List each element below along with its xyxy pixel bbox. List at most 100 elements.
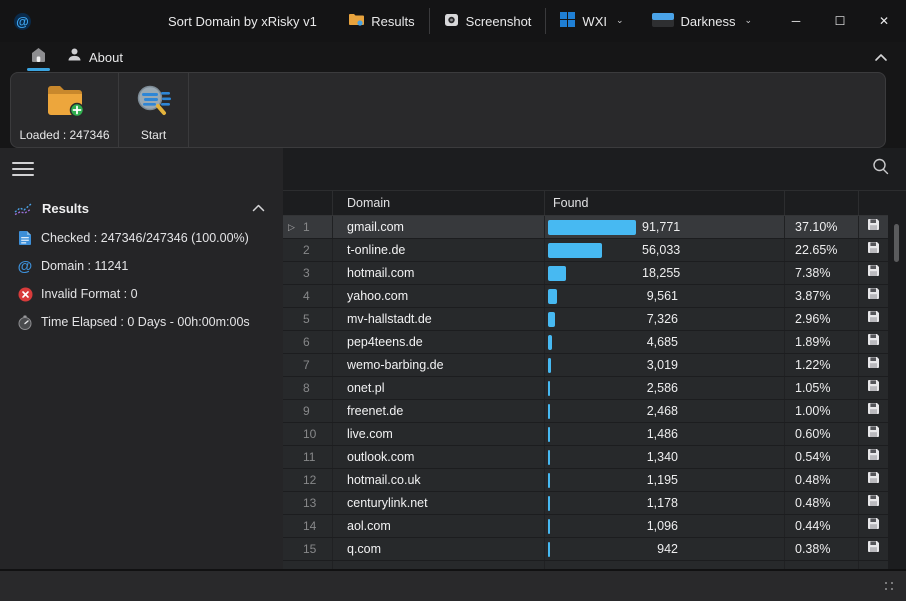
cell-found: 1,486 [545,423,785,445]
table-row[interactable]: ▷ 15 q.com 942 0.38% [283,538,888,561]
cell-save [859,515,887,537]
tab-about[interactable]: About [57,42,133,72]
row-expander-icon[interactable]: ▷ [288,221,295,232]
window-controls: ─ ☐ ✕ [774,0,906,42]
table-row[interactable]: ▷ 14 aol.com 1,096 0.44% [283,515,888,538]
minimize-button[interactable]: ─ [774,0,818,42]
table-row[interactable]: ▷ 4 yahoo.com 9,561 3.87% [283,285,888,308]
titlebar-separator [545,8,547,34]
time-elapsed-icon [16,315,34,330]
invalid-format-icon [16,287,34,302]
table-row[interactable]: ▷ 13 centurylink.net 1,178 0.48% [283,492,888,515]
cell-rownum: ▷ 13 [283,492,333,514]
cell-save [859,285,887,307]
cell-rownum: ▷ 10 [283,423,333,445]
cell-domain: q.com [333,538,545,560]
table-row[interactable]: ▷ 6 pep4teens.de 4,685 1.89% [283,331,888,354]
save-icon[interactable] [867,333,880,351]
sidebar-stat: @ Domain : 11241 [0,255,283,277]
row-number: 3 [303,266,310,280]
results-folder-icon [348,13,365,29]
table-row[interactable]: ▷ 5 mv-hallstadt.de 7,326 2.96% [283,308,888,331]
found-bar [548,311,555,327]
save-icon[interactable] [867,471,880,489]
cell-found: 3,019 [545,354,785,376]
cell-domain: yahoo.com [333,285,545,307]
table-body: ▷ 1 gmail.com 91,771 37.10% ▷ 2 t-online… [283,216,888,569]
results-section-header[interactable]: Results [0,196,283,220]
tab-home[interactable] [20,42,57,72]
cell-percent: 1.05% [785,377,859,399]
save-icon[interactable] [867,264,880,282]
close-button[interactable]: ✕ [862,0,906,42]
save-icon[interactable] [867,448,880,466]
cell-domain: aol.com [333,515,545,537]
found-bar [548,288,557,304]
save-icon[interactable] [867,287,880,305]
save-icon[interactable] [867,540,880,558]
save-icon[interactable] [867,494,880,512]
row-number: 12 [303,473,317,487]
header-found[interactable]: Found [545,191,785,215]
search-icon[interactable] [871,157,890,181]
table-row[interactable]: ▷ 2 t-online.de 56,033 22.65% [283,239,888,262]
save-icon[interactable] [867,310,880,328]
stat-label: Time Elapsed : 0 Days - 00h:00m:00s [41,315,250,329]
found-value: 1,096 [646,519,678,533]
table-row[interactable]: ▷ 12 hotmail.co.uk 1,195 0.48% [283,469,888,492]
save-icon[interactable] [867,517,880,535]
hamburger-menu-icon[interactable] [12,158,34,180]
found-bar [548,426,550,442]
table-toolbar-strip [283,148,906,191]
chevron-up-icon[interactable] [252,204,265,212]
resize-grip[interactable] [884,581,896,593]
results-button-label: Results [371,13,415,29]
collapse-ribbon-icon[interactable] [874,53,888,62]
results-button[interactable]: Results [334,0,428,42]
table-row[interactable]: ▷ 9 freenet.de 2,468 1.00% [283,400,888,423]
save-icon[interactable] [867,241,880,259]
header-rownum [283,191,333,215]
cell-found: 1,096 [545,515,785,537]
darkness-dropdown[interactable]: Darkness ⌄ [638,0,766,42]
table-row[interactable]: ▷ 10 live.com 1,486 0.60% [283,423,888,446]
save-icon[interactable] [867,379,880,397]
sidebar-stat: Time Elapsed : 0 Days - 00h:00m:00s [0,311,283,333]
table-row[interactable]: ▷ 7 wemo-barbing.de 3,019 1.22% [283,354,888,377]
loaded-button[interactable]: Loaded : 247346 [11,73,119,147]
found-value: 1,486 [646,427,678,441]
start-button[interactable]: Start [119,73,189,147]
wxi-dropdown[interactable]: WXI ⌄ [546,0,637,42]
app-at-icon: @ [14,12,31,30]
tab-about-label: About [89,49,123,65]
cell-save [859,308,887,330]
table-row[interactable]: ▷ 1 gmail.com 91,771 37.10% [283,216,888,239]
table-row[interactable]: ▷ 8 onet.pl 2,586 1.05% [283,377,888,400]
cell-found: 2,468 [545,400,785,422]
found-value: 1,178 [646,496,678,510]
maximize-button[interactable]: ☐ [818,0,862,42]
scrollbar-thumb[interactable] [894,224,899,262]
cell-rownum: ▷ 3 [283,262,333,284]
vertical-scrollbar[interactable] [888,216,906,569]
found-value: 18,255 [642,266,681,280]
titlebar: @ Sort Domain by xRisky v1 Results Scree… [0,0,906,42]
save-icon[interactable] [867,356,880,374]
cell-domain: freenet.de [333,400,545,422]
table-row[interactable]: ▷ 3 hotmail.com 18,255 7.38% [283,262,888,285]
screenshot-button[interactable]: Screenshot [430,0,546,42]
found-value: 4,685 [646,335,678,349]
chevron-down-icon: ⌄ [744,14,752,25]
found-bar [548,242,602,258]
cell-percent: 7.38% [785,262,859,284]
header-domain[interactable]: Domain [333,191,545,215]
table-header-row: Domain Found [283,191,888,216]
cell-rownum: ▷ 5 [283,308,333,330]
found-value: 2,468 [646,404,678,418]
table-row[interactable]: ▷ 11 outlook.com 1,340 0.54% [283,446,888,469]
save-icon[interactable] [867,402,880,420]
cell-percent: 37.10% [785,216,859,238]
header-percent[interactable] [785,191,859,215]
save-icon[interactable] [867,218,880,236]
save-icon[interactable] [867,425,880,443]
